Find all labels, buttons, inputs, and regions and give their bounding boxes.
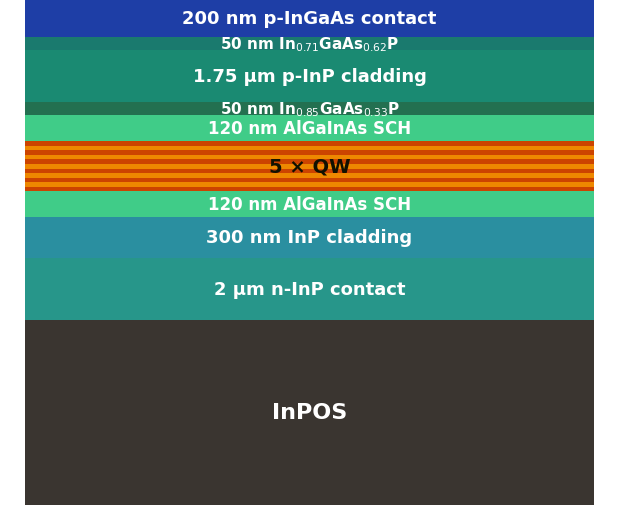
Text: 50 nm In$_{0.85}$GaAs$_{0.33}$P: 50 nm In$_{0.85}$GaAs$_{0.33}$P: [220, 100, 399, 119]
Bar: [25, 151, 594, 156]
Bar: [25, 51, 594, 103]
Bar: [25, 183, 594, 187]
Bar: [25, 169, 594, 174]
Text: 2 μm n-InP contact: 2 μm n-InP contact: [214, 280, 405, 298]
Text: 5 × QW: 5 × QW: [269, 158, 350, 176]
Bar: [25, 192, 594, 218]
Bar: [25, 116, 594, 142]
Bar: [25, 156, 594, 160]
Bar: [25, 320, 594, 505]
Bar: [25, 146, 594, 151]
Text: 50 nm In$_{0.71}$GaAs$_{0.62}$P: 50 nm In$_{0.71}$GaAs$_{0.62}$P: [220, 35, 399, 54]
Bar: [25, 160, 594, 165]
Bar: [25, 0, 594, 38]
Text: 120 nm AlGaInAs SCH: 120 nm AlGaInAs SCH: [208, 196, 411, 214]
Bar: [25, 174, 594, 178]
Text: InPOS: InPOS: [272, 402, 347, 423]
Bar: [25, 103, 594, 116]
Text: 120 nm AlGaInAs SCH: 120 nm AlGaInAs SCH: [208, 120, 411, 138]
Bar: [25, 187, 594, 192]
Text: 1.75 μm p-InP cladding: 1.75 μm p-InP cladding: [193, 68, 426, 86]
Text: 200 nm p-InGaAs contact: 200 nm p-InGaAs contact: [183, 10, 436, 28]
Bar: [25, 38, 594, 51]
Text: 300 nm InP cladding: 300 nm InP cladding: [207, 229, 412, 247]
Bar: [25, 178, 594, 183]
Bar: [25, 218, 594, 258]
Bar: [25, 258, 594, 320]
Bar: [25, 142, 594, 146]
Bar: [25, 165, 594, 169]
